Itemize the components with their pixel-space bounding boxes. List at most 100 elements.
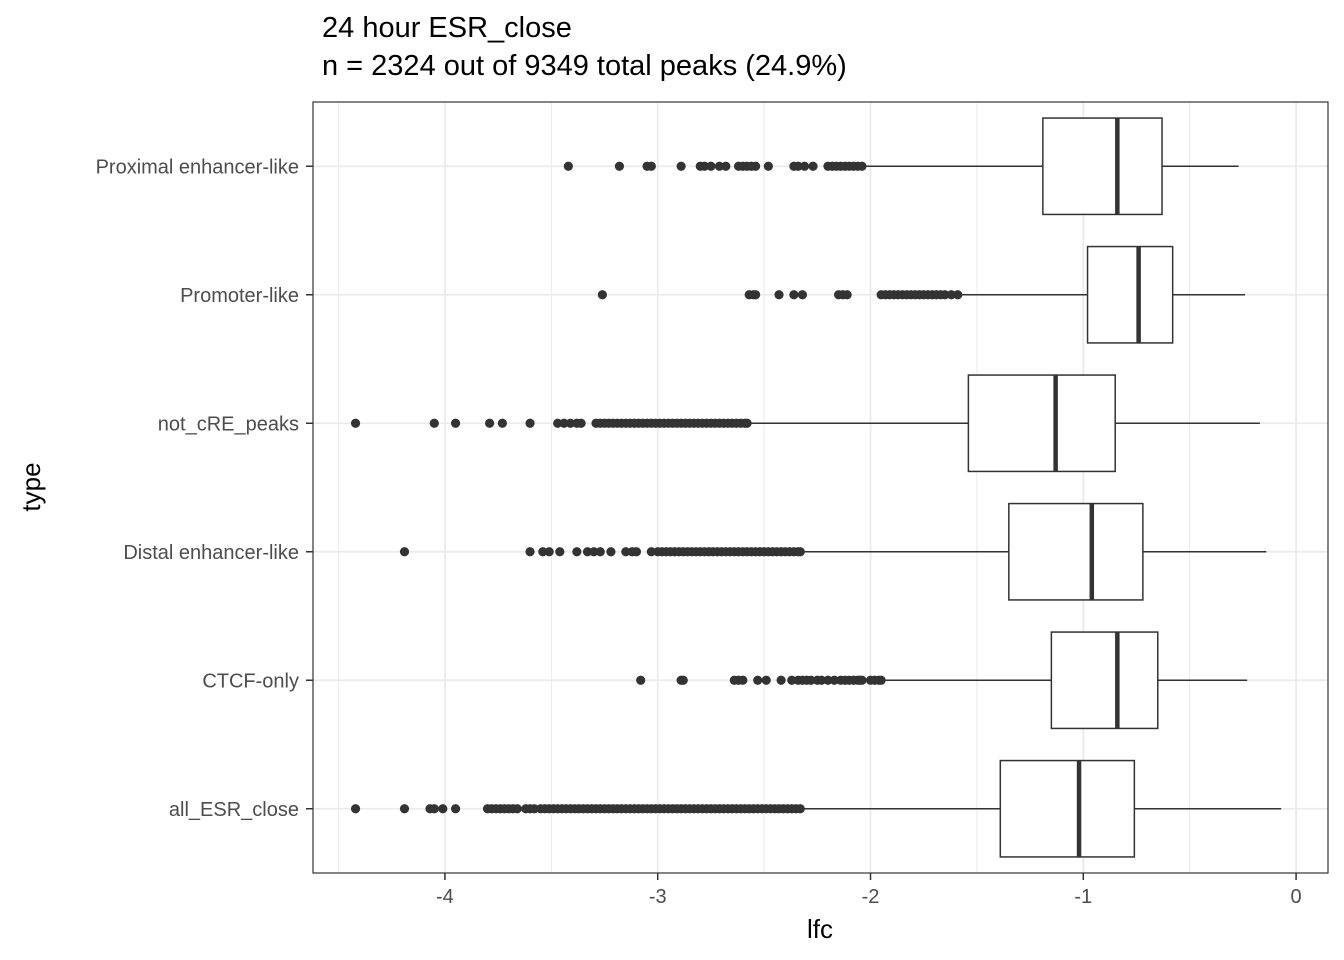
- panel-border: [312, 101, 1329, 874]
- grid-layer: [313, 102, 1328, 873]
- y-tick-label: CTCF-only: [202, 670, 299, 692]
- outlier-point: [806, 675, 816, 685]
- iqr-box: [999, 759, 1136, 858]
- box-all_ESR_close: [350, 759, 1282, 858]
- outlier-point: [450, 804, 461, 814]
- y-tick-label: not_cRE_peaks: [158, 413, 299, 435]
- iqr-box: [1086, 245, 1174, 344]
- outlier-point: [614, 161, 625, 171]
- outlier-point: [793, 161, 803, 171]
- outlier-point: [544, 547, 554, 557]
- y-axis-label: type: [16, 462, 46, 511]
- outlier-point: [646, 547, 656, 557]
- x-tick-label: -2: [862, 886, 880, 908]
- y-tick-label: all_ESR_close: [169, 799, 299, 821]
- outlier-point: [555, 547, 565, 557]
- outlier-point: [621, 547, 631, 557]
- outlier-point: [738, 675, 748, 685]
- outlier-point: [797, 290, 808, 300]
- outlier-point: [529, 804, 539, 814]
- box-Promoter-like: [597, 245, 1246, 344]
- outlier-point: [842, 290, 852, 300]
- outlier-point: [589, 547, 599, 557]
- outlier-point: [553, 418, 563, 428]
- outlier-point: [721, 161, 731, 171]
- outlier-point: [450, 418, 461, 428]
- outlier-point: [795, 547, 805, 557]
- x-tick-label: 0: [1291, 886, 1302, 908]
- iqr-box: [1050, 631, 1159, 730]
- outlier-point: [787, 675, 797, 685]
- outlier-point: [525, 418, 535, 428]
- outlier-point: [774, 290, 784, 300]
- outlier-point: [595, 547, 605, 557]
- outlier-point: [597, 290, 607, 300]
- y-tick-label: Distal enhancer-like: [123, 542, 299, 564]
- box-Proximal enhancer-like: [563, 117, 1239, 216]
- outlier-point: [525, 547, 535, 557]
- outlier-point: [953, 290, 963, 300]
- outlier-point: [799, 161, 810, 171]
- outlier-point: [946, 290, 956, 300]
- outlier-point: [823, 675, 833, 685]
- outlier-point: [816, 675, 827, 685]
- outlier-point: [538, 547, 548, 557]
- outlier-point: [485, 418, 495, 428]
- outlier-point: [565, 418, 576, 428]
- x-tick-label: -3: [649, 886, 667, 908]
- outlier-point: [789, 290, 799, 300]
- x-tick-label: -1: [1074, 886, 1092, 908]
- outlier-point: [714, 161, 725, 171]
- outlier-point: [761, 675, 771, 685]
- chart-subtitle: n = 2324 out of 9349 total peaks (24.9%): [322, 50, 847, 82]
- outlier-point: [808, 161, 818, 171]
- outlier-point: [512, 804, 522, 814]
- iqr-box: [1042, 117, 1163, 216]
- outlier-point: [350, 804, 361, 814]
- box-layer: [350, 117, 1282, 858]
- box-not_cRE_peaks: [350, 374, 1260, 473]
- outlier-point: [857, 161, 867, 171]
- outlier-point: [350, 418, 361, 428]
- outlier-point: [572, 547, 582, 557]
- outlier-point: [646, 161, 656, 171]
- outlier-point: [776, 675, 786, 685]
- outlier-point: [497, 418, 507, 428]
- outlier-point: [582, 547, 593, 557]
- outlier-point: [763, 161, 773, 171]
- outlier-point: [753, 675, 763, 685]
- outlier-point: [876, 675, 886, 685]
- outlier-point: [795, 804, 805, 814]
- outlier-point: [606, 547, 616, 557]
- outlier-point: [829, 675, 839, 685]
- axis-layer: -4 -3 -2 -1 0 all_ESR_close CTCF-only Distal en…: [96, 156, 1302, 908]
- outlier-point: [636, 675, 646, 685]
- outlier-point: [429, 804, 439, 814]
- x-tick-label: -4: [436, 886, 454, 908]
- outlier-point: [559, 418, 569, 428]
- outlier-point: [750, 161, 761, 171]
- chart-title: 24 hour ESR_close: [322, 12, 572, 44]
- box-CTCF-only: [636, 631, 1248, 730]
- iqr-box: [967, 374, 1116, 473]
- outlier-point: [576, 418, 586, 428]
- outlier-point: [940, 290, 950, 300]
- box-Distal enhancer-like: [399, 502, 1267, 601]
- outlier-point: [563, 161, 573, 171]
- outlier-point: [857, 675, 867, 685]
- outlier-point: [429, 418, 439, 428]
- outlier-point: [399, 804, 410, 814]
- iqr-box: [1008, 502, 1144, 601]
- outlier-point: [678, 675, 688, 685]
- outlier-point: [742, 418, 752, 428]
- outlier-point: [699, 161, 710, 171]
- outlier-point: [438, 804, 448, 814]
- y-tick-label: Promoter-like: [180, 285, 299, 307]
- y-tick-label: Proximal enhancer-like: [96, 156, 299, 178]
- outlier-point: [399, 547, 410, 557]
- outlier-point: [631, 547, 642, 557]
- outlier-point: [706, 161, 716, 171]
- outlier-point: [676, 161, 686, 171]
